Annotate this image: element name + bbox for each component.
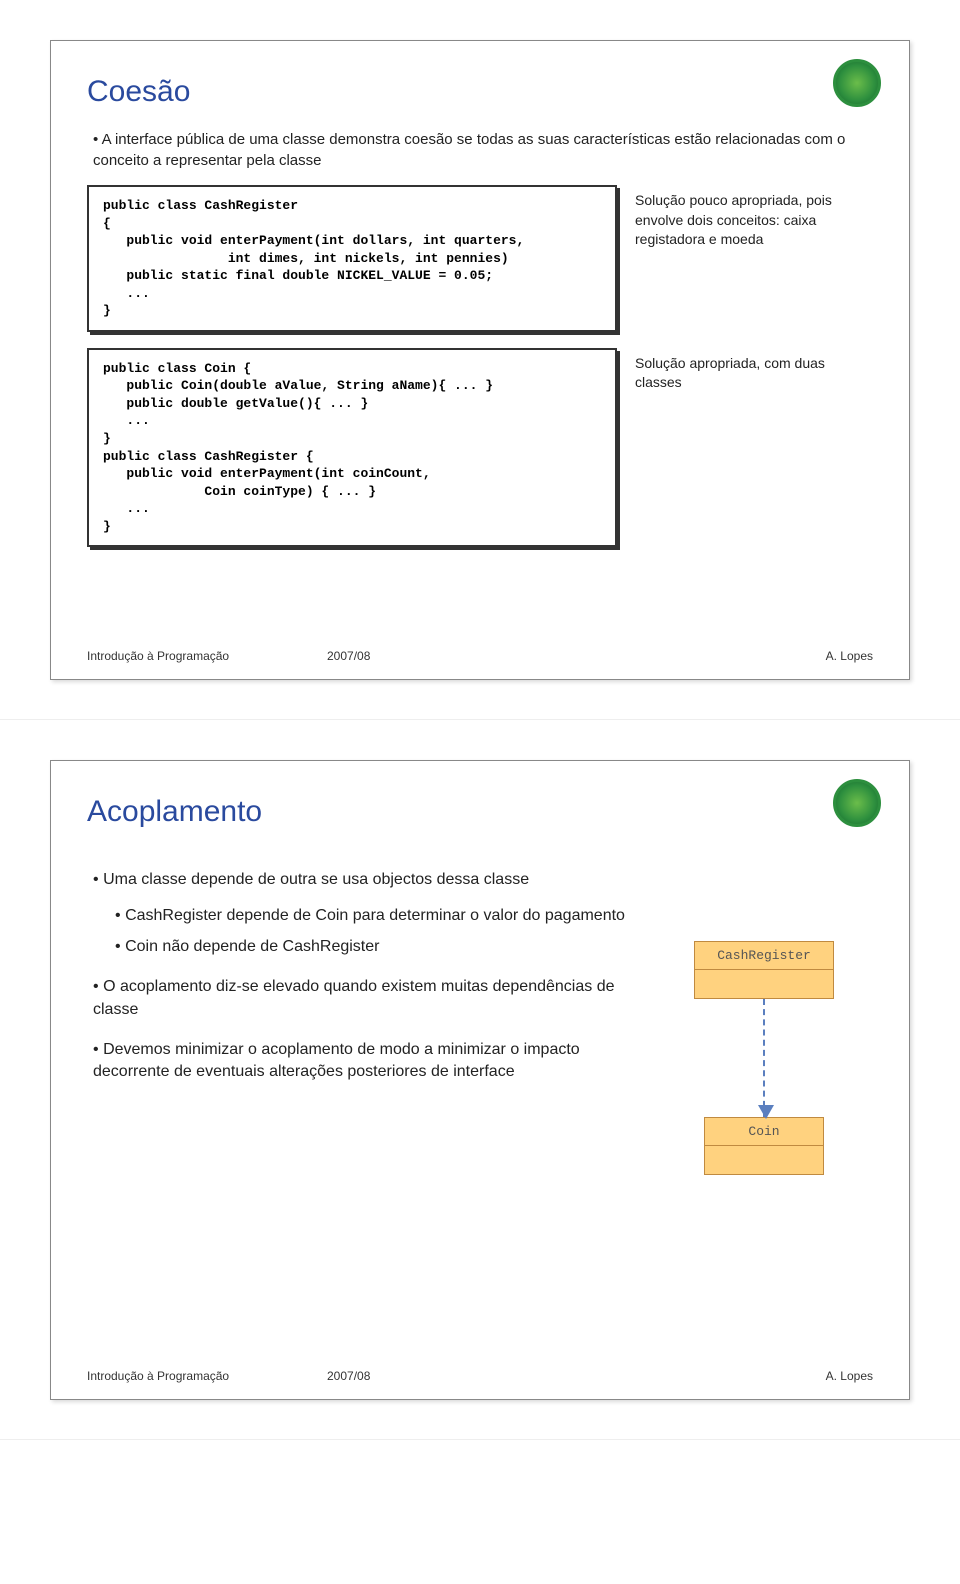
sub-bullet-2: Coin não depende de CashRegister xyxy=(115,936,647,958)
annotation-2: Solução apropriada, com duas classes xyxy=(635,348,873,393)
uml-class-name: CashRegister xyxy=(695,948,833,970)
slide-title: Acoplamento xyxy=(87,795,873,829)
slide-frame: Acoplamento Uma classe depende de outra … xyxy=(50,760,910,1400)
bullet-3-text: Devemos minimizar o acoplamento de modo … xyxy=(93,1041,580,1080)
uml-class-name: Coin xyxy=(705,1124,823,1146)
footer-author: A. Lopes xyxy=(793,1369,873,1383)
slide-1: Coesão A interface pública de uma classe… xyxy=(0,0,960,720)
code-block-2: public class Coin { public Coin(double a… xyxy=(87,348,617,547)
footer-author: A. Lopes xyxy=(793,649,873,663)
row-2: public class Coin { public Coin(double a… xyxy=(87,348,873,547)
uml-diagram: CashRegister Coin xyxy=(679,941,849,1261)
sub-bullet-1: CashRegister depende de Coin para determ… xyxy=(115,905,647,927)
uml-class-body xyxy=(695,970,833,998)
footer-year: 2007/08 xyxy=(327,649,793,663)
bullet-2-text: O acoplamento diz-se elevado quando exis… xyxy=(93,978,615,1017)
footer-year: 2007/08 xyxy=(327,1369,793,1383)
sub-bullet-1-text: CashRegister depende de Coin para determ… xyxy=(125,907,625,924)
intro-bullet: A interface pública de uma classe demons… xyxy=(87,129,873,171)
university-logo xyxy=(833,59,881,107)
bullet-1: Uma classe depende de outra se usa objec… xyxy=(87,869,647,891)
footer-course: Introdução à Programação xyxy=(87,649,327,663)
content-column: Uma classe depende de outra se usa objec… xyxy=(87,869,647,1084)
sub-bullet-2-text: Coin não depende de CashRegister xyxy=(125,938,379,955)
bullet-1-text: Uma classe depende de outra se usa objec… xyxy=(103,871,529,888)
slide-footer: Introdução à Programação 2007/08 A. Lope… xyxy=(87,649,873,663)
university-logo xyxy=(833,779,881,827)
annotation-1: Solução pouco apropriada, pois envolve d… xyxy=(635,185,873,250)
slide-footer: Introdução à Programação 2007/08 A. Lope… xyxy=(87,1369,873,1383)
row-1: public class CashRegister { public void … xyxy=(87,185,873,332)
uml-class-body xyxy=(705,1146,823,1174)
slide-2: Acoplamento Uma classe depende de outra … xyxy=(0,720,960,1440)
slide-title: Coesão xyxy=(87,75,873,109)
slide-frame: Coesão A interface pública de uma classe… xyxy=(50,40,910,680)
code-block-1: public class CashRegister { public void … xyxy=(87,185,617,332)
footer-course: Introdução à Programação xyxy=(87,1369,327,1383)
uml-class-cashregister: CashRegister xyxy=(694,941,834,999)
bullet-2: O acoplamento diz-se elevado quando exis… xyxy=(87,976,647,1021)
uml-class-coin: Coin xyxy=(704,1117,824,1175)
bullet-3: Devemos minimizar o acoplamento de modo … xyxy=(87,1039,647,1084)
dependency-arrow xyxy=(763,999,765,1117)
intro-text: A interface pública de uma classe demons… xyxy=(93,131,845,169)
